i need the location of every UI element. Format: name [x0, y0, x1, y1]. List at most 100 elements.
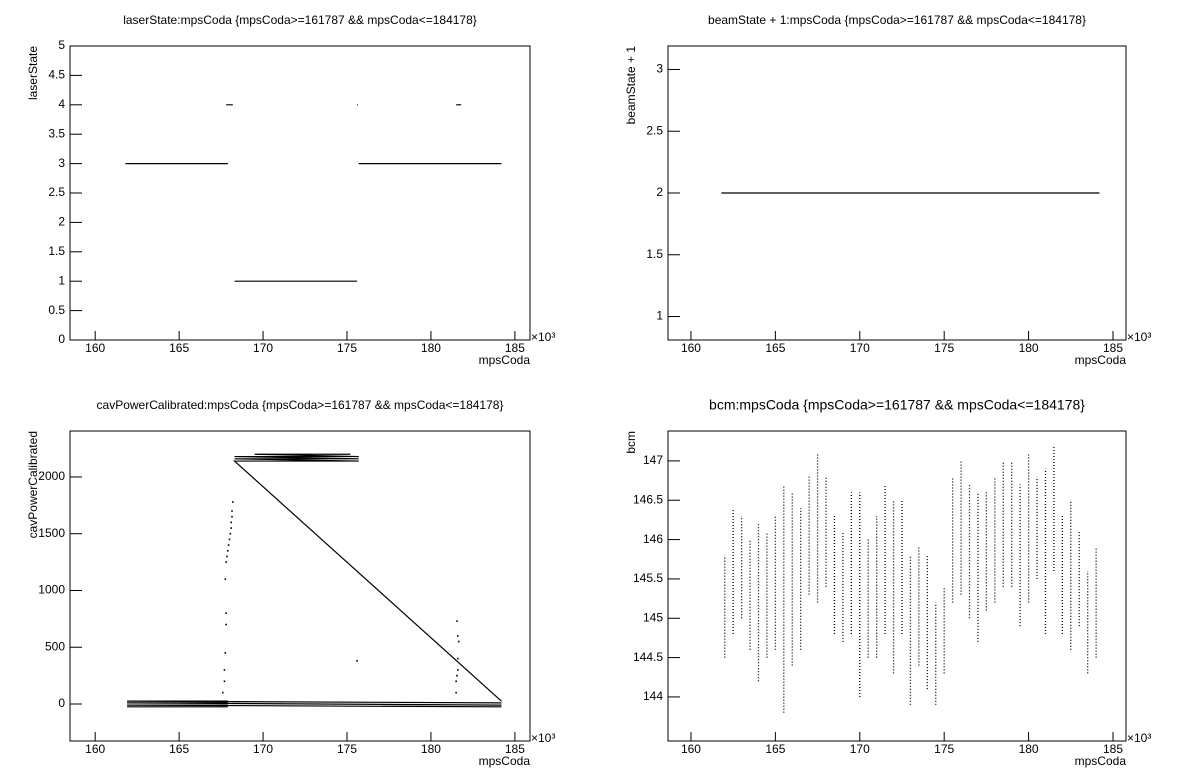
- x-tick-label: 160: [85, 742, 105, 756]
- x-tick-label: 175: [337, 742, 357, 756]
- y-tick-label: 1: [656, 309, 663, 323]
- data-point: [225, 561, 227, 563]
- x-tick-label: 185: [1103, 742, 1123, 756]
- data-point: [229, 532, 232, 535]
- data-point: [221, 691, 224, 694]
- y-tick-label: 144.5: [633, 650, 663, 664]
- data-point: [227, 549, 229, 552]
- data-point: [225, 623, 227, 626]
- y-tick-label: 3: [656, 62, 663, 76]
- data-point: [455, 680, 457, 683]
- x-tick-label: 165: [169, 341, 189, 355]
- x-tick-label: 165: [765, 341, 785, 355]
- data-point: [223, 680, 226, 683]
- y-tick-label: 0: [58, 332, 65, 346]
- y-tick-label: 2000: [38, 469, 65, 483]
- data-point: [456, 620, 458, 622]
- y-tick-label: 2: [656, 185, 663, 199]
- y-tick-label: 2: [58, 215, 65, 229]
- data-point: [230, 527, 232, 529]
- x-multiplier: ×10³: [1127, 731, 1151, 745]
- y-tick-label: 0.5: [48, 303, 65, 317]
- data-point: [228, 538, 231, 541]
- x-tick-label: 175: [934, 341, 954, 355]
- x-tick-label: 175: [337, 341, 357, 355]
- x-multiplier: ×10³: [531, 330, 555, 344]
- data-point: [230, 521, 232, 524]
- x-axis-label: mpsCoda: [479, 754, 531, 768]
- x-tick-label: 160: [681, 742, 701, 756]
- data-point: [457, 657, 459, 660]
- plot-frame: [69, 430, 531, 742]
- data-point: [456, 674, 458, 677]
- data-line: [127, 453, 502, 708]
- x-axis-label: mpsCoda: [1075, 754, 1127, 768]
- x-tick-label: 185: [505, 742, 525, 756]
- data-point: [455, 691, 457, 694]
- y-tick-label: 2.5: [646, 123, 663, 137]
- x-tick-label: 180: [421, 742, 441, 756]
- y-tick-label: 3: [58, 156, 65, 170]
- y-tick-label: 145.5: [633, 571, 663, 585]
- x-axis-label: mpsCoda: [1075, 353, 1127, 367]
- x-tick-label: 185: [1103, 341, 1123, 355]
- data-point: [457, 635, 459, 637]
- y-tick-label: 4: [58, 97, 65, 111]
- x-tick-label: 185: [505, 341, 525, 355]
- y-tick-label: 145: [643, 610, 663, 624]
- chart-title: cavPowerCalibrated:mpsCoda {mpsCoda>=161…: [97, 398, 504, 412]
- y-axis-label: laserState: [26, 46, 40, 100]
- x-tick-label: 170: [850, 742, 870, 756]
- y-tick-label: 500: [45, 639, 65, 653]
- x-tick-label: 175: [934, 742, 954, 756]
- data-line: [125, 104, 502, 282]
- x-multiplier: ×10³: [1127, 330, 1151, 344]
- y-tick-label: 1: [58, 273, 65, 287]
- x-multiplier: ×10³: [531, 731, 555, 745]
- y-tick-label: 1000: [38, 583, 65, 597]
- y-tick-label: 1.5: [48, 244, 65, 258]
- data-point: [225, 612, 227, 614]
- y-tick-label: 146.5: [633, 492, 663, 506]
- x-tick-label: 180: [1019, 742, 1039, 756]
- x-tick-label: 170: [850, 341, 870, 355]
- data-point: [223, 669, 226, 671]
- y-tick-label: 1.5: [646, 247, 663, 261]
- x-tick-label: 170: [253, 341, 273, 355]
- x-tick-label: 170: [253, 742, 273, 756]
- y-axis-label: cavPowerCalibrated: [26, 431, 40, 538]
- data-point: [457, 640, 460, 643]
- y-tick-label: 146: [643, 532, 663, 546]
- data-point: [224, 578, 227, 580]
- data-point: [231, 515, 233, 518]
- x-tick-label: 180: [421, 341, 441, 355]
- y-tick-label: 1500: [38, 526, 65, 540]
- data-point: [231, 510, 233, 512]
- y-axis-label: beamState + 1: [624, 46, 638, 125]
- plot-frame: [667, 430, 1127, 742]
- data-point: [227, 544, 230, 546]
- x-tick-label: 165: [765, 742, 785, 756]
- chart-title: laserState:mpsCoda {mpsCoda>=161787 && m…: [123, 13, 477, 27]
- y-tick-label: 144: [643, 689, 663, 703]
- y-tick-label: 147: [643, 453, 663, 467]
- x-tick-label: 165: [169, 742, 189, 756]
- data-point: [232, 501, 234, 503]
- data-point: [224, 652, 227, 654]
- data-point: [356, 660, 358, 662]
- data-point: [226, 555, 228, 558]
- y-tick-label: 3.5: [48, 126, 65, 140]
- y-tick-label: 2.5: [48, 185, 65, 199]
- y-tick-label: 4.5: [48, 68, 65, 82]
- plot-frame: [69, 45, 531, 341]
- x-axis-label: mpsCoda: [479, 353, 531, 367]
- chart-title: bcm:mpsCoda {mpsCoda>=161787 && mpsCoda<…: [709, 397, 1085, 413]
- x-tick-label: 160: [85, 341, 105, 355]
- y-tick-label: 0: [58, 696, 65, 710]
- x-tick-label: 180: [1019, 341, 1039, 355]
- chart-title: beamState + 1:mpsCoda {mpsCoda>=161787 &…: [708, 13, 1086, 27]
- data-point: [457, 669, 459, 671]
- y-axis-label: bcm: [624, 431, 638, 454]
- y-tick-label: 5: [58, 38, 65, 52]
